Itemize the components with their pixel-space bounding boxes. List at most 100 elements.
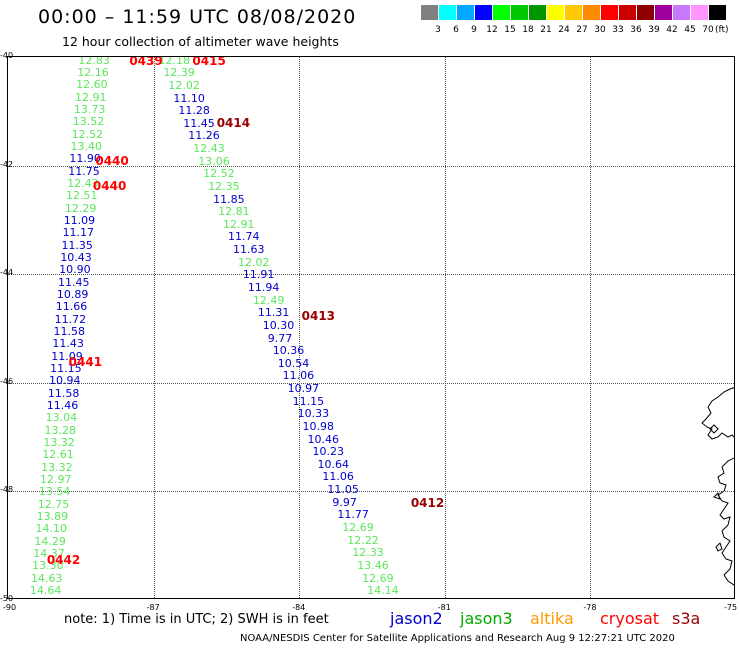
wave-height-value: 11.17 — [62, 226, 95, 240]
orbit-label: 0413 — [301, 308, 336, 323]
legend-swatch — [547, 5, 564, 20]
wave-height-value: 11.77 — [337, 508, 369, 522]
wave-height-value: 11.75 — [68, 164, 100, 178]
wave-height-value: 13.40 — [70, 139, 102, 153]
legend-swatch — [637, 5, 654, 20]
wave-height-value: 11.15 — [50, 362, 82, 376]
wave-height-value: 14.10 — [35, 522, 67, 536]
orbit-label: 0439 — [129, 56, 163, 68]
legend-swatch — [691, 5, 708, 20]
legend-swatch — [619, 5, 636, 20]
legend-swatch — [511, 5, 528, 20]
wave-height-value: 10.90 — [59, 263, 91, 277]
chart-subtitle: 12 hour collection of altimeter wave hei… — [62, 34, 339, 49]
wave-height-value: 12.91 — [74, 90, 107, 104]
longitude-tick-label: -78 — [583, 603, 597, 612]
legend-swatch — [673, 5, 690, 20]
wave-height-value: 11.66 — [55, 300, 88, 314]
wave-height-value: 12.69 — [342, 520, 374, 534]
wave-height-value: 11.26 — [188, 129, 220, 143]
wave-height-value: 11.58 — [53, 325, 86, 339]
wave-height-value: 10.64 — [317, 457, 349, 471]
orbit-label: 0415 — [192, 56, 226, 68]
wave-height-value: 12.60 — [76, 78, 108, 92]
footnote: note: 1) Time is in UTC; 2) SWH is in fe… — [64, 612, 329, 627]
wave-height-value: 10.33 — [297, 407, 330, 421]
legend-swatch — [655, 5, 672, 20]
orbit-label: 0440 — [92, 178, 127, 193]
legend-label: 21 — [540, 25, 552, 35]
satellite-name: cryosat — [600, 609, 660, 628]
longitude-tick-label: -84 — [292, 603, 306, 612]
latitude-tick-label: -48 — [0, 485, 14, 495]
wave-height-value: 14.64 — [29, 584, 62, 598]
wave-height-value: 10.89 — [56, 288, 89, 302]
legend-label: 9 — [471, 25, 477, 35]
wave-height-value: 11.46 — [46, 399, 79, 413]
legend-swatch — [493, 5, 510, 20]
wave-height-value: 12.02 — [168, 78, 200, 92]
wave-height-value: 11.15 — [292, 394, 325, 408]
wave-height-value: 12.69 — [362, 571, 394, 585]
wave-height-value: 11.85 — [213, 192, 245, 206]
orbit-label: 0412 — [410, 496, 445, 511]
latitude-gridline — [8, 491, 734, 493]
wave-height-value: 12.75 — [37, 497, 70, 511]
wave-height-value: 10.43 — [60, 251, 92, 265]
wave-height-value: 11.05 — [327, 483, 359, 497]
longitude-tick-label: -90 — [3, 603, 17, 612]
wave-height-value: 14.37 — [33, 547, 65, 561]
longitude-gridline — [590, 57, 592, 598]
wave-height-value: 12.29 — [64, 201, 97, 215]
wave-height-value: 12.18 — [158, 56, 190, 67]
latitude-gridline — [8, 274, 734, 276]
latitude-tick-label: -50 — [0, 594, 14, 603]
wave-height-value: 10.98 — [302, 419, 335, 433]
legend-swatch — [439, 5, 456, 20]
wave-height-value: 13.32 — [41, 460, 73, 474]
wave-height-value: 12.52 — [203, 167, 235, 181]
legend-swatch — [601, 5, 618, 20]
legend-swatch — [565, 5, 582, 20]
wave-height-value: 10.30 — [262, 318, 295, 332]
wave-height-value: 12.39 — [163, 66, 195, 80]
legend-label: 18 — [522, 25, 534, 35]
orbit-label: 0414 — [216, 116, 251, 131]
wave-height-value: 9.97 — [332, 495, 357, 509]
wave-height-value: 11.58 — [47, 386, 80, 400]
latitude-tick-label: -44 — [0, 268, 14, 278]
wave-height-value: 13.28 — [44, 423, 77, 437]
wave-height-value: 13.46 — [357, 558, 389, 572]
wave-height-value: 13.32 — [43, 436, 75, 450]
wave-height-value: 14.14 — [367, 584, 399, 598]
wave-height-value: 12.81 — [218, 205, 250, 219]
wave-height-value: 11.43 — [52, 337, 84, 351]
chart-title: 00:00 – 11:59 UTC 08/08/2020 — [38, 6, 357, 28]
legend-label: 45 — [684, 25, 696, 35]
wave-height-value: 13.54 — [38, 485, 71, 499]
wave-height-value: 12.91 — [223, 217, 255, 231]
wave-height-value: 12.16 — [77, 65, 109, 79]
orbit-label: 0440 — [95, 154, 129, 169]
latitude-tick-label: -42 — [0, 159, 14, 169]
legend-swatch — [709, 5, 726, 20]
wave-height-value: 12.02 — [237, 255, 270, 269]
wave-height-value: 11.94 — [247, 280, 280, 294]
wave-height-value: 12.97 — [39, 473, 72, 487]
latitude-tick-label: -46 — [0, 376, 14, 386]
legend-label: 3 — [435, 25, 441, 35]
wave-height-value: 11.09 — [51, 349, 83, 363]
wave-height-value: 11.10 — [173, 91, 205, 105]
wave-height-value: 12.83 — [78, 56, 110, 67]
longitude-gridline — [444, 57, 446, 598]
wave-height-value: 11.31 — [257, 306, 290, 320]
wave-height-value: 10.97 — [287, 382, 320, 396]
wave-height-value: 11.90 — [69, 152, 101, 166]
wave-height-value: 11.91 — [242, 268, 275, 282]
credit-line: NOAA/NESDIS Center for Satellite Applica… — [240, 633, 675, 644]
legend-swatch — [583, 5, 600, 20]
wave-height-value: 11.74 — [228, 230, 260, 244]
wave-height-value: 11.63 — [232, 243, 265, 257]
legend-label: 42 — [666, 25, 678, 35]
wave-height-value: 10.46 — [307, 432, 340, 446]
